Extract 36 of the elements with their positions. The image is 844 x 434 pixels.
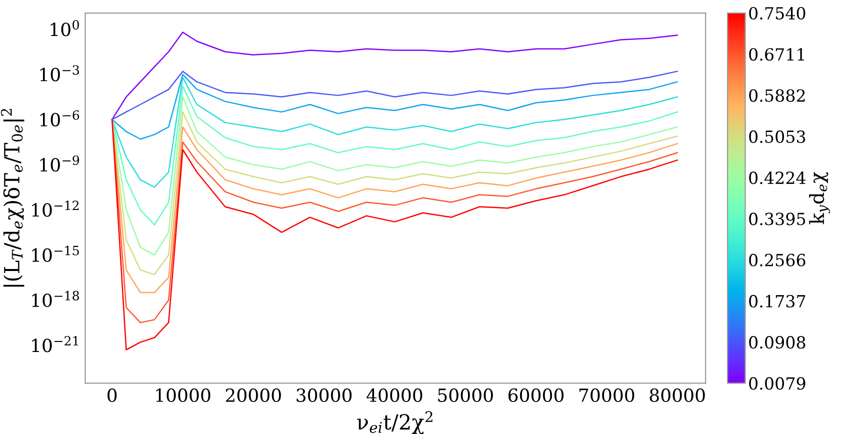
- x-tick-label: 20000: [226, 388, 281, 402]
- line-series: [111, 32, 678, 120]
- y-tick-label: 10$^{−15}$: [32, 246, 79, 262]
- x-tick-label: 70000: [579, 388, 634, 402]
- x-tick-label: 10000: [156, 388, 210, 402]
- color-bar-label: 0.6711: [749, 48, 804, 61]
- x-tick-label: 0: [108, 388, 117, 402]
- y-tick-label: 10$^{−9}$: [40, 155, 80, 172]
- color-bar-title: k$_{y}$d$_{e}$χ: [809, 172, 830, 224]
- text: |(L$_{T}$/d$_{e}$χ)δT$_{e}$/T$_{0e}$|$^{2}$: [0, 108, 24, 287]
- y-tick-label: 10$^{−12}$: [32, 200, 79, 217]
- color-bar-label: 0.5053: [749, 130, 806, 143]
- y-tick-label: 10$^{−3}$: [40, 65, 79, 82]
- y-tick-label: 10$^{0}$: [50, 20, 79, 36]
- x-tick-label: 40000: [366, 388, 422, 402]
- color-bar-label: 0.1737: [749, 294, 806, 308]
- x-tick-label: 50000: [438, 388, 493, 402]
- color-bar-label: 0.5882: [749, 89, 805, 102]
- y-tick-label: 10$^{−21}$: [32, 336, 78, 352]
- color-bar-label: 0.3395: [749, 212, 806, 226]
- line-series: [111, 76, 678, 188]
- color-bar-label: 0.7540: [749, 6, 806, 20]
- color-bar-label: 0.2566: [749, 254, 806, 266]
- line-series: [111, 96, 678, 256]
- y-tick-label: 10$^{−6}$: [40, 110, 80, 127]
- color-bar-label: 0.0079: [749, 377, 806, 390]
- line-series: [111, 70, 678, 120]
- x-axis-title: ν$_{ei}$t/2χ$^{2}$: [357, 411, 432, 434]
- line-series: [111, 86, 678, 226]
- line-series: [111, 74, 678, 140]
- y-tick-label: 10$^{−18}$: [32, 290, 79, 308]
- x-tick-label: 80000: [650, 388, 705, 402]
- color-bar-label: 0.0908: [749, 336, 806, 349]
- color-bar-label: 0.4224: [749, 172, 806, 184]
- x-tick-label: 60000: [508, 388, 564, 402]
- x-tick-label: 30000: [296, 388, 352, 402]
